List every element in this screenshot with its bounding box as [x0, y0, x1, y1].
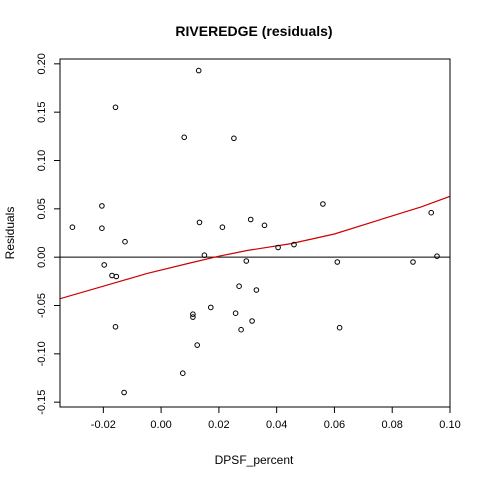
data-point — [113, 273, 120, 280]
x-tick-label: 0.00 — [150, 419, 171, 431]
data-point — [219, 224, 226, 230]
y-tick-label: -0.15 — [36, 390, 48, 415]
x-tick-label: 0.04 — [266, 419, 287, 431]
plot-area — [60, 67, 450, 396]
data-point — [232, 310, 239, 317]
data-point — [190, 314, 196, 320]
data-point — [121, 389, 127, 396]
data-point — [112, 324, 119, 330]
data-point — [243, 258, 250, 264]
data-point — [236, 283, 242, 290]
data-point — [253, 287, 260, 293]
data-point — [336, 324, 343, 331]
x-axis-label: DPSF_percent — [215, 453, 294, 467]
x-axis: -0.02 0.00 0.02 0.04 0.06 0.08 0.10 — [91, 407, 461, 431]
x-tick-label: 0.08 — [382, 419, 403, 431]
data-point — [208, 304, 214, 311]
data-point — [195, 67, 202, 74]
chart-title: RIVEREDGE (residuals) — [175, 23, 332, 39]
data-point — [428, 209, 435, 216]
x-tick-label: -0.02 — [91, 419, 116, 431]
data-point — [194, 342, 200, 348]
data-point — [334, 259, 341, 265]
y-tick-label: 0.05 — [36, 198, 48, 219]
y-tick-label: 0.15 — [36, 101, 48, 122]
data-point — [275, 244, 281, 251]
x-tick-label: 0.02 — [208, 419, 229, 431]
data-point — [181, 134, 187, 141]
data-point — [291, 241, 297, 248]
data-point — [122, 238, 128, 245]
y-tick-label: -0.10 — [36, 341, 48, 366]
data-point — [69, 224, 76, 230]
data-point — [249, 318, 255, 324]
data-point — [196, 219, 203, 226]
data-point — [434, 253, 440, 260]
y-tick-label: 0.20 — [36, 53, 48, 74]
data-point — [320, 201, 326, 207]
y-tick-label: -0.05 — [36, 293, 48, 318]
smooth-trend-line — [60, 195, 450, 300]
data-point — [201, 252, 208, 258]
data-point — [101, 262, 107, 268]
y-axis-label: Residuals — [3, 207, 17, 260]
data-point — [112, 104, 119, 111]
y-tick-label: 0.00 — [36, 246, 48, 267]
data-point — [180, 370, 186, 377]
x-tick-label: 0.10 — [439, 419, 460, 431]
data-point — [238, 326, 244, 333]
y-tick-label: 0.10 — [36, 150, 48, 171]
data-point — [231, 135, 237, 142]
data-point — [261, 222, 268, 229]
y-axis: -0.15 -0.10 -0.05 0.00 0.05 0.10 0.15 0.20 — [36, 53, 60, 415]
data-point — [99, 203, 105, 209]
data-point — [99, 225, 105, 231]
plot-frame — [59, 58, 451, 408]
data-point — [247, 216, 254, 223]
x-tick-label: 0.06 — [324, 419, 345, 431]
data-point — [410, 259, 416, 265]
data-point — [190, 311, 196, 318]
